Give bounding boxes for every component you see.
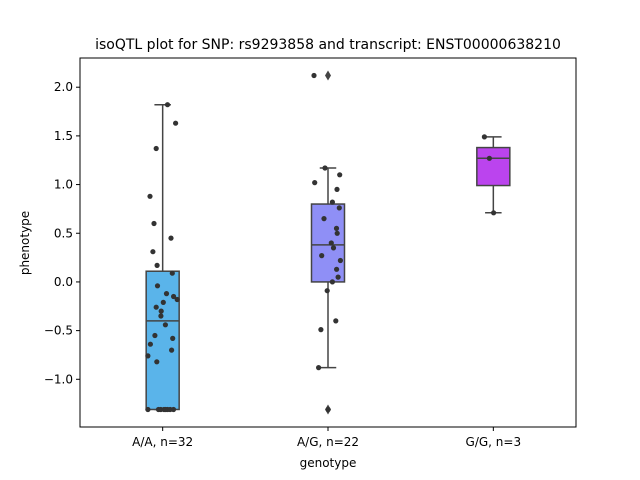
y-tick-label: −0.5 — [44, 324, 73, 338]
data-point — [164, 102, 171, 108]
data-point — [486, 155, 492, 161]
data-point — [333, 225, 340, 231]
chart-title: isoQTL plot for SNP: rs9293858 and trans… — [95, 37, 561, 53]
data-point — [321, 216, 327, 222]
data-point — [333, 318, 339, 324]
data-point — [334, 186, 340, 192]
data-point — [168, 235, 174, 241]
data-point — [145, 353, 151, 359]
data-point — [155, 406, 162, 413]
data-point — [334, 266, 340, 272]
outlier-point — [325, 70, 331, 81]
box — [476, 146, 511, 187]
x-tick-label: G/G, n=3 — [466, 435, 522, 449]
data-point — [330, 245, 337, 251]
data-point — [316, 365, 322, 371]
y-tick-label: 1.0 — [54, 178, 73, 192]
data-point — [491, 210, 497, 216]
data-point — [170, 335, 176, 341]
data-point — [337, 172, 343, 178]
data-point — [335, 274, 341, 280]
data-point — [147, 341, 153, 347]
data-point — [173, 120, 179, 126]
data-point — [154, 359, 160, 365]
data-point — [322, 165, 328, 171]
data-point — [160, 299, 166, 305]
data-point — [328, 240, 334, 246]
data-point — [329, 279, 335, 285]
data-point — [158, 308, 164, 314]
data-point — [325, 406, 331, 413]
data-point — [158, 313, 164, 319]
x-tick-label: A/G, n=22 — [297, 435, 359, 449]
x-axis-label: genotype — [300, 456, 357, 470]
data-point — [145, 406, 151, 413]
y-tick-label: −1.0 — [44, 372, 73, 386]
data-point — [147, 193, 153, 199]
y-tick-label: 2.0 — [54, 80, 73, 94]
data-point — [170, 406, 177, 413]
plot-frame — [79, 57, 577, 428]
y-tick-label: 1.5 — [54, 129, 73, 143]
data-point — [312, 180, 318, 186]
data-point — [163, 291, 170, 297]
data-point — [154, 283, 161, 289]
data-point — [151, 220, 157, 227]
data-point — [169, 347, 175, 353]
box — [310, 203, 346, 283]
data-point — [324, 288, 330, 294]
plot-area: −1.0 −0.5 0.0 0.5 1.0 1.5 2.0 A/A, n=32 A/G, n=2… — [44, 70, 522, 449]
data-point — [311, 72, 317, 79]
data-point — [334, 230, 340, 236]
data-point — [169, 270, 175, 276]
data-point — [337, 257, 343, 264]
data-point — [150, 249, 156, 255]
data-point — [336, 205, 342, 211]
data-point — [329, 199, 335, 205]
data-point — [318, 327, 324, 333]
y-axis-label: phenotype — [18, 211, 32, 275]
data-point — [154, 262, 160, 268]
x-tick-label: A/A, n=32 — [132, 435, 193, 449]
y-tick-label: 0.0 — [54, 275, 73, 289]
data-point — [319, 253, 325, 259]
data-point — [153, 145, 159, 152]
y-tick-label: 0.5 — [54, 226, 73, 240]
data-point — [171, 293, 177, 300]
data-point — [152, 332, 158, 339]
data-point — [174, 296, 180, 303]
data-point — [481, 134, 487, 140]
data-point — [153, 304, 159, 310]
data-point — [162, 322, 168, 328]
